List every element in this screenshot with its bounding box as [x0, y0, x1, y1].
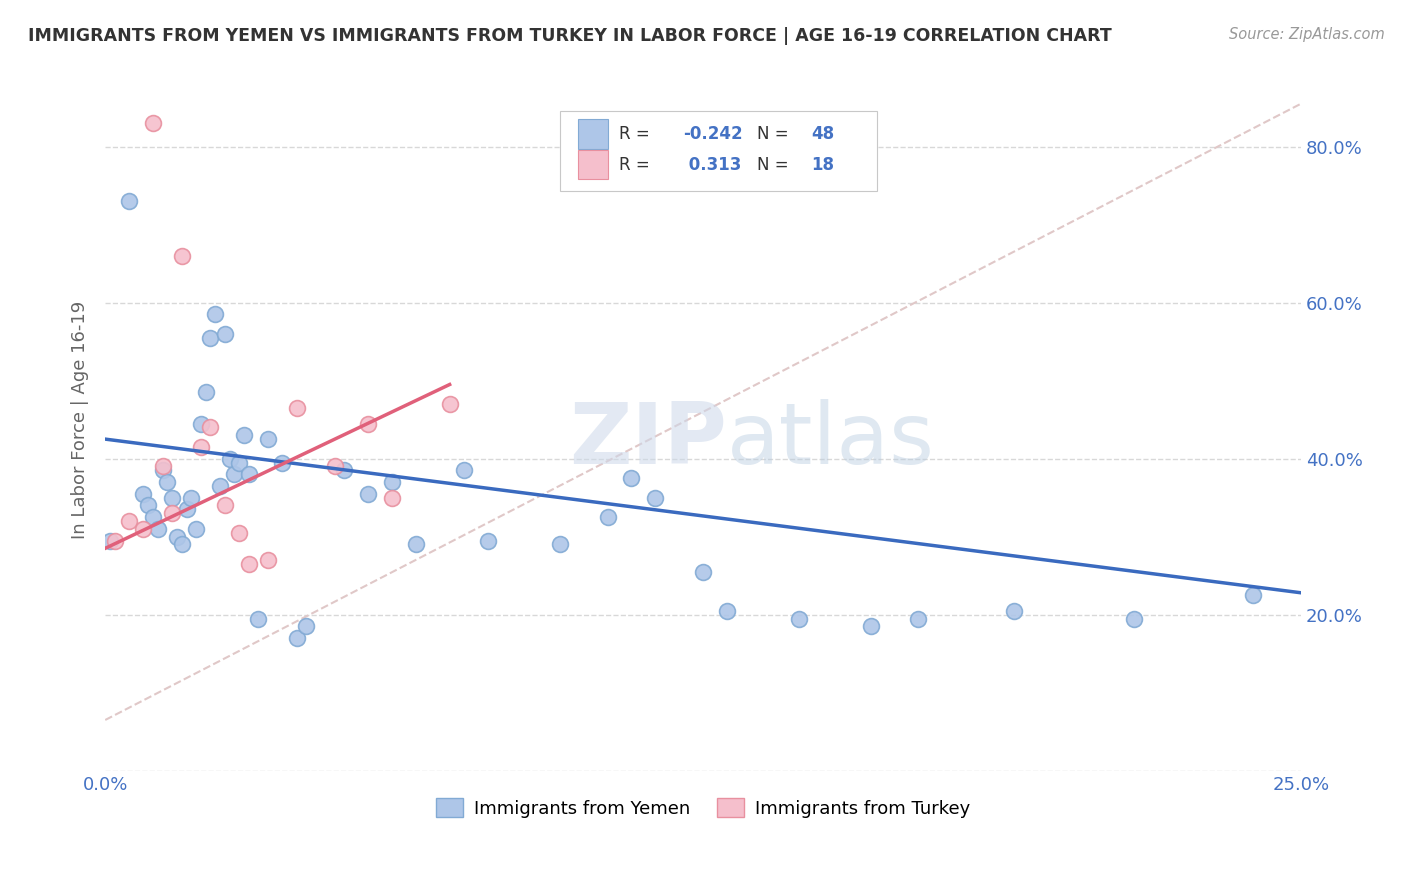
- Text: R =: R =: [620, 156, 655, 174]
- Point: [716, 604, 738, 618]
- Point: [381, 491, 404, 505]
- Text: R =: R =: [620, 125, 655, 143]
- Point: [333, 463, 356, 477]
- Point: [548, 537, 571, 551]
- Point: [142, 510, 165, 524]
- Point: [1122, 611, 1144, 625]
- Point: [232, 428, 254, 442]
- Point: [208, 479, 231, 493]
- Point: [1002, 604, 1025, 618]
- Point: [104, 533, 127, 548]
- Y-axis label: In Labor Force | Age 16-19: In Labor Force | Age 16-19: [72, 301, 89, 539]
- Text: ZIP: ZIP: [569, 400, 727, 483]
- Text: N =: N =: [756, 156, 794, 174]
- Point: [439, 397, 461, 411]
- Point: [160, 506, 183, 520]
- Point: [357, 417, 380, 431]
- Point: [170, 249, 193, 263]
- Point: [118, 194, 141, 209]
- Point: [200, 331, 222, 345]
- Point: [194, 385, 217, 400]
- Text: 18: 18: [811, 156, 834, 174]
- Point: [285, 631, 308, 645]
- Point: [218, 451, 240, 466]
- Point: [180, 491, 202, 505]
- Point: [323, 459, 346, 474]
- Point: [692, 565, 714, 579]
- Point: [228, 525, 250, 540]
- Point: [98, 533, 121, 548]
- Point: [184, 522, 207, 536]
- Text: 48: 48: [811, 125, 834, 143]
- Point: [166, 530, 188, 544]
- Point: [257, 553, 280, 567]
- Point: [644, 491, 666, 505]
- Point: [357, 487, 380, 501]
- Point: [271, 456, 294, 470]
- Point: [453, 463, 475, 477]
- Point: [152, 459, 174, 474]
- Text: Source: ZipAtlas.com: Source: ZipAtlas.com: [1229, 27, 1385, 42]
- Text: 0.313: 0.313: [683, 156, 741, 174]
- Point: [1241, 588, 1264, 602]
- FancyBboxPatch shape: [578, 119, 607, 149]
- Point: [238, 467, 260, 482]
- Point: [907, 611, 929, 625]
- Point: [170, 537, 193, 551]
- FancyBboxPatch shape: [560, 111, 876, 192]
- Point: [142, 116, 165, 130]
- Point: [214, 326, 236, 341]
- Point: [257, 432, 280, 446]
- Point: [238, 557, 260, 571]
- Point: [228, 456, 250, 470]
- Point: [295, 619, 318, 633]
- FancyBboxPatch shape: [578, 150, 607, 179]
- Point: [620, 471, 643, 485]
- Point: [190, 417, 212, 431]
- Point: [132, 522, 155, 536]
- Point: [224, 467, 246, 482]
- Text: atlas: atlas: [727, 400, 935, 483]
- Point: [787, 611, 810, 625]
- Point: [132, 487, 155, 501]
- Point: [176, 502, 198, 516]
- Text: -0.242: -0.242: [683, 125, 742, 143]
- Point: [160, 491, 183, 505]
- Point: [596, 510, 619, 524]
- Point: [200, 420, 222, 434]
- Point: [477, 533, 499, 548]
- Point: [190, 440, 212, 454]
- Legend: Immigrants from Yemen, Immigrants from Turkey: Immigrants from Yemen, Immigrants from T…: [429, 791, 977, 825]
- Point: [405, 537, 427, 551]
- Point: [118, 514, 141, 528]
- Text: N =: N =: [756, 125, 794, 143]
- Point: [204, 307, 226, 321]
- Point: [859, 619, 882, 633]
- Point: [214, 499, 236, 513]
- Point: [136, 499, 159, 513]
- Point: [146, 522, 169, 536]
- Point: [381, 475, 404, 489]
- Point: [152, 463, 174, 477]
- Point: [285, 401, 308, 415]
- Text: IMMIGRANTS FROM YEMEN VS IMMIGRANTS FROM TURKEY IN LABOR FORCE | AGE 16-19 CORRE: IMMIGRANTS FROM YEMEN VS IMMIGRANTS FROM…: [28, 27, 1112, 45]
- Point: [156, 475, 179, 489]
- Point: [247, 611, 270, 625]
